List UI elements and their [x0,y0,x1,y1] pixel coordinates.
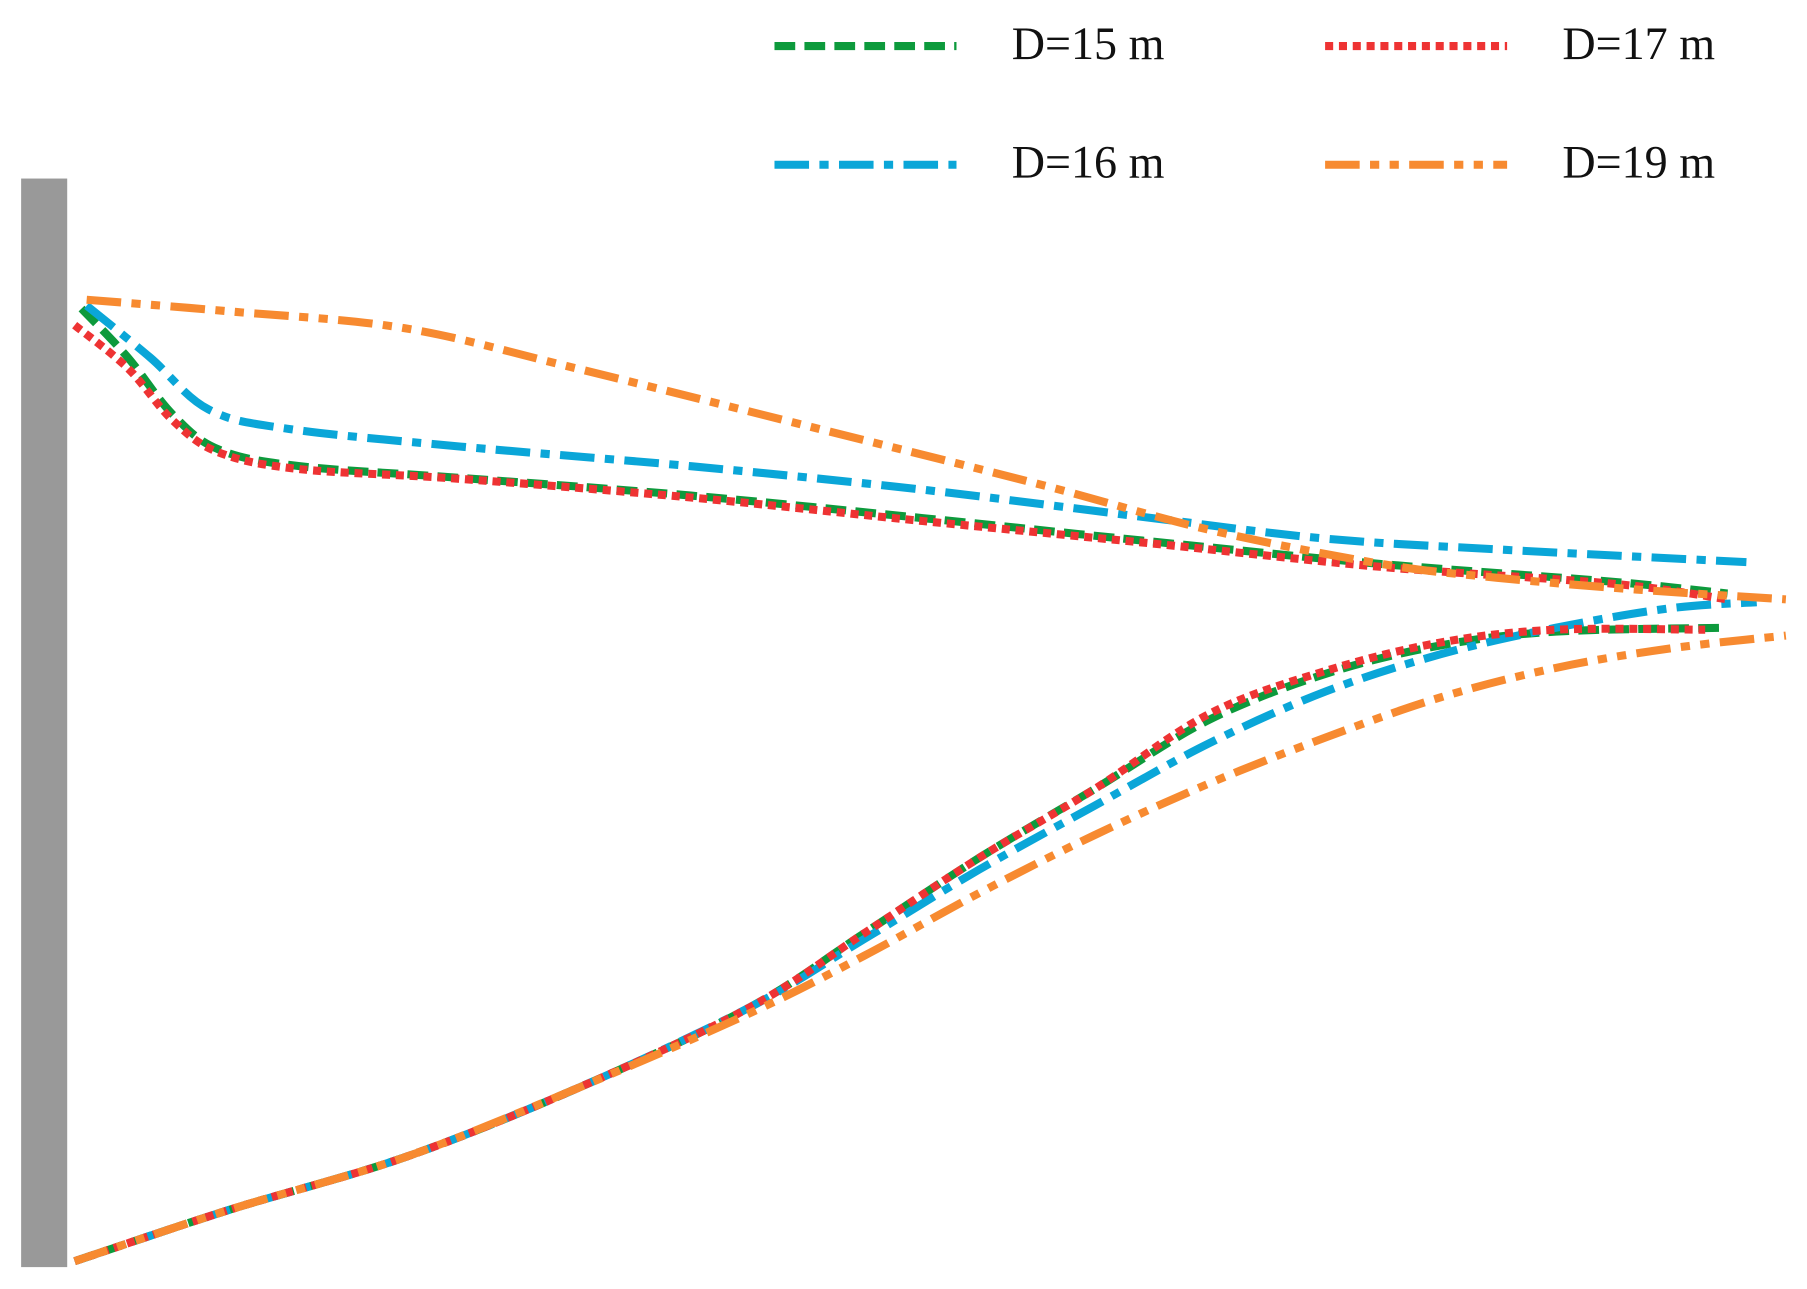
data-line [73,295,1787,1266]
legend-label: D=16 m [1012,137,1165,188]
data-line [72,322,1729,1266]
data-line [73,305,1728,1266]
wall [21,178,68,1268]
legend-label: D=15 m [1012,18,1165,69]
legend-label: D=19 m [1562,137,1715,188]
legend-label: D=17 m [1562,18,1715,69]
